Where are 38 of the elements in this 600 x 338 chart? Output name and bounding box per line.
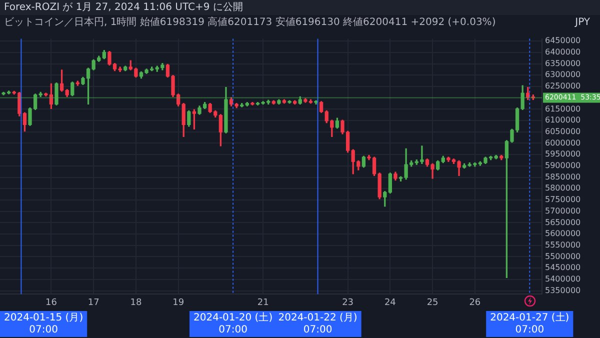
- x-tick-label: 26: [469, 298, 481, 308]
- y-tick-label: 6400000: [545, 48, 581, 56]
- x-tick-label: 18: [130, 298, 142, 308]
- x-tick-label: 17: [88, 298, 100, 308]
- y-tick-label: 5500000: [545, 252, 581, 261]
- y-tick-label: 5600000: [545, 229, 581, 238]
- y-tick-label: 6250000: [545, 82, 581, 91]
- chart-title: Forex-ROZI が 1月 27, 2024 11:06 UTC+9 に公開: [0, 0, 600, 15]
- y-tick-label: 5700000: [545, 206, 581, 216]
- y-tick-label: 5350000: [545, 286, 581, 295]
- y-tick-label: 6350000: [545, 58, 581, 68]
- y-tick-label: 6300000: [545, 70, 581, 80]
- ref-line-label: 2024-01-20 (土) 07:00: [193, 312, 273, 336]
- y-tick-label: 5750000: [545, 195, 581, 204]
- y-axis-title: JPY: [575, 16, 591, 30]
- y-tick-label: 5450000: [545, 263, 581, 272]
- x-tick-label: 24: [384, 298, 396, 308]
- chart-subtitle: ビットコイン／日本円, 1時間 始値6198319 高値6201173 安値6196130 終値6200411 +2092 (+0.03%): [4, 16, 496, 30]
- y-tick-label: 6050000: [545, 126, 581, 136]
- ref-line-label: 2024-01-27 (土) 07:00: [490, 312, 570, 336]
- x-tick-label: 23: [342, 298, 354, 308]
- ref-line-label: 2024-01-15 (月) 07:00: [4, 312, 84, 336]
- y-tick-label: 5800000: [545, 184, 581, 193]
- ref-line-label: 2024-01-22 (月) 07:00: [278, 312, 358, 336]
- y-tick-label: 6150000: [545, 104, 581, 114]
- y-tick-label: 6450000: [545, 36, 581, 46]
- x-tick-label: 21: [257, 298, 269, 308]
- x-tick-label: 16: [45, 298, 58, 308]
- y-tick-label: 5650000: [545, 218, 581, 227]
- y-tick-label: 6100000: [545, 116, 581, 125]
- x-tick-label: 25: [426, 298, 438, 308]
- y-tick-label: 6000000: [545, 138, 581, 148]
- y-tick-label: 5950000: [545, 150, 581, 159]
- y-tick-label: 5400000: [545, 274, 581, 284]
- x-tick-label: 19: [172, 298, 184, 308]
- y-tick-label: 5550000: [545, 240, 581, 250]
- y-tick-label: 5900000: [545, 161, 581, 170]
- y-tick-label: 5850000: [545, 172, 581, 182]
